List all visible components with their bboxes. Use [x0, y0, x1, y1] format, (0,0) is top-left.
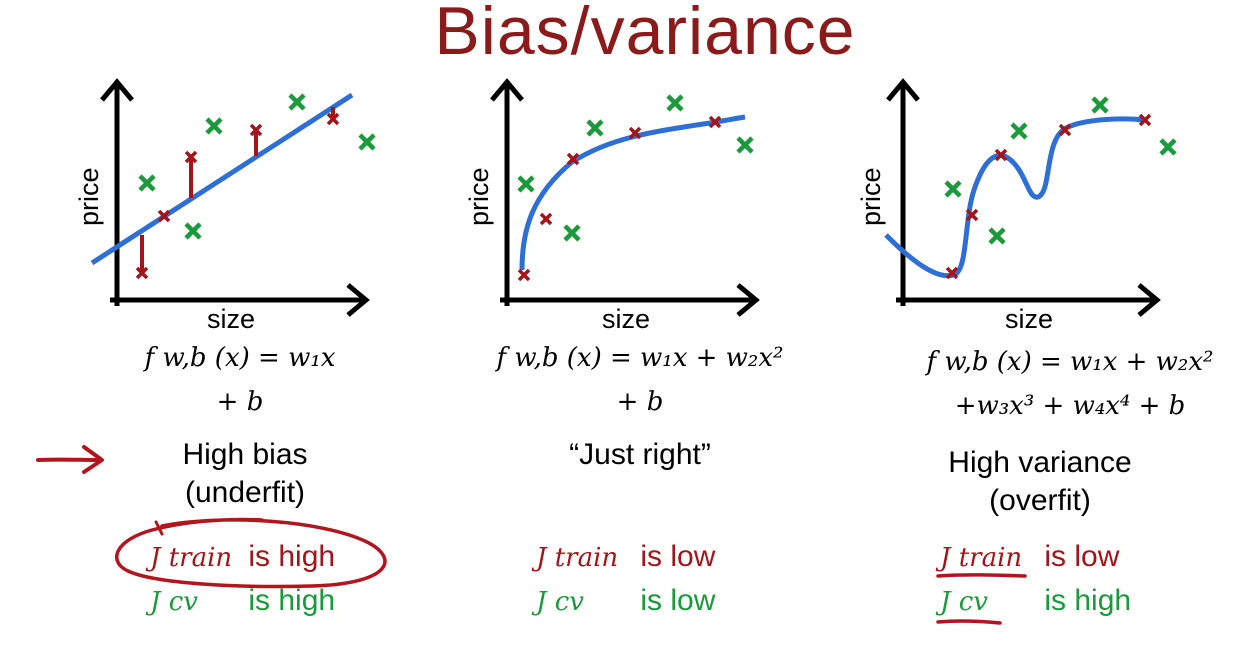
formula-line-2: + b [616, 387, 664, 417]
cv-point [288, 93, 306, 111]
jcv-text: is high [248, 584, 336, 617]
jtrain-text: is high [248, 540, 336, 573]
x-axis-arrowhead [346, 283, 370, 317]
y-axis-arrowhead [490, 78, 524, 102]
cv-point [666, 94, 684, 112]
train-point [184, 150, 198, 164]
jcv-row-panel-1: J cv is high [150, 584, 335, 618]
caption-panel-3: High variance (overfit) [915, 444, 1165, 520]
ylabel-panel-2: price [464, 167, 494, 226]
jtrain-symbol: J train [940, 543, 1023, 573]
caption-panel-2: “Just right” [520, 436, 760, 474]
formula-line-1: f w,b (x) = w₁x [144, 343, 336, 373]
train-point [1138, 113, 1152, 127]
x-axis-arrowhead [736, 283, 760, 317]
cv-point [205, 117, 223, 135]
caption-line-1: High bias [182, 438, 308, 471]
train-point [135, 266, 149, 280]
cv-point [586, 119, 604, 137]
plot-just-right [490, 78, 760, 317]
xlabel-panel-2: size [602, 304, 651, 334]
y-axis-arrowhead [886, 78, 920, 102]
ylabel-panel-1: price [74, 167, 104, 226]
train-point [566, 152, 580, 166]
jtrain-row-panel-2: J train is low [536, 540, 715, 574]
cv-point [138, 174, 156, 192]
jtrain-symbol: J train [150, 543, 233, 573]
jcv-text: is high [1044, 584, 1132, 617]
formula-line-2: +w₃x³ + w₄x⁴ + b [954, 391, 1186, 421]
cv-point [184, 222, 202, 240]
quadratic-fit-curve [519, 114, 746, 271]
train-point [157, 209, 171, 223]
train-point [1058, 123, 1072, 137]
formula-line-1: f w,b (x) = w₁x + w₂x² [496, 343, 784, 373]
caption-panel-1: High bias (underfit) [140, 436, 350, 512]
train-point [628, 126, 642, 140]
jcv-symbol: J cv [536, 587, 584, 617]
jcv-row-panel-3: J cv is high [940, 584, 1131, 618]
cv-point [1010, 122, 1028, 140]
train-point [994, 148, 1008, 162]
jtrain-text: is low [640, 540, 716, 573]
jtrain-row-panel-3: J train is low [940, 540, 1119, 574]
jtrain-symbol: J train [536, 543, 619, 573]
caption-line-1: High variance [948, 446, 1132, 479]
cv-point [736, 136, 754, 154]
formula-panel-1: f w,b (x) = w₁x + b [110, 336, 370, 424]
jtrain-row-panel-1: J train is high [150, 540, 335, 574]
cv-point [988, 227, 1006, 245]
train-point [708, 115, 722, 129]
slide-title: Bias/variance [434, 0, 856, 69]
xlabel-panel-3: size [1005, 304, 1054, 334]
cv-point [1159, 138, 1177, 156]
underline-annotation [936, 573, 1027, 625]
cv-point [563, 224, 581, 242]
jcv-symbol: J cv [940, 587, 988, 617]
cv-point [944, 180, 962, 198]
pointer-arrow-icon [36, 445, 104, 474]
caption-line-2: (underfit) [184, 476, 306, 509]
jtrain-text: is low [1044, 540, 1120, 573]
y-axis-arrowhead [100, 78, 134, 102]
formula-panel-3: f w,b (x) = w₁x + w₂x² +w₃x³ + w₄x⁴ + b [895, 340, 1245, 428]
cv-point [358, 133, 376, 151]
caption-line-2: (overfit) [989, 484, 1091, 517]
train-point [965, 208, 979, 222]
cv-point [517, 175, 535, 193]
caption-line-1: “Just right” [569, 438, 711, 471]
formula-line-1: f w,b (x) = w₁x + w₂x² [926, 347, 1214, 377]
train-point [517, 268, 531, 282]
overfit-curve [884, 116, 1147, 279]
jcv-text: is low [640, 584, 716, 617]
train-point [539, 212, 553, 226]
jcv-symbol: J cv [150, 587, 198, 617]
xlabel-panel-1: size [207, 304, 256, 334]
circle-annotation [115, 517, 387, 589]
formula-line-2: + b [216, 387, 264, 417]
train-point [249, 123, 263, 137]
linear-fit-line [90, 92, 354, 266]
formula-panel-2: f w,b (x) = w₁x + w₂x² + b [470, 336, 810, 424]
jcv-row-panel-2: J cv is low [536, 584, 715, 618]
ylabel-panel-3: price [856, 167, 886, 226]
plot-high-variance [884, 78, 1177, 317]
cv-point [1091, 96, 1109, 114]
train-point [326, 112, 340, 126]
plot-high-bias [90, 78, 376, 317]
train-point [945, 266, 959, 280]
x-axis-arrowhead [1137, 283, 1161, 317]
